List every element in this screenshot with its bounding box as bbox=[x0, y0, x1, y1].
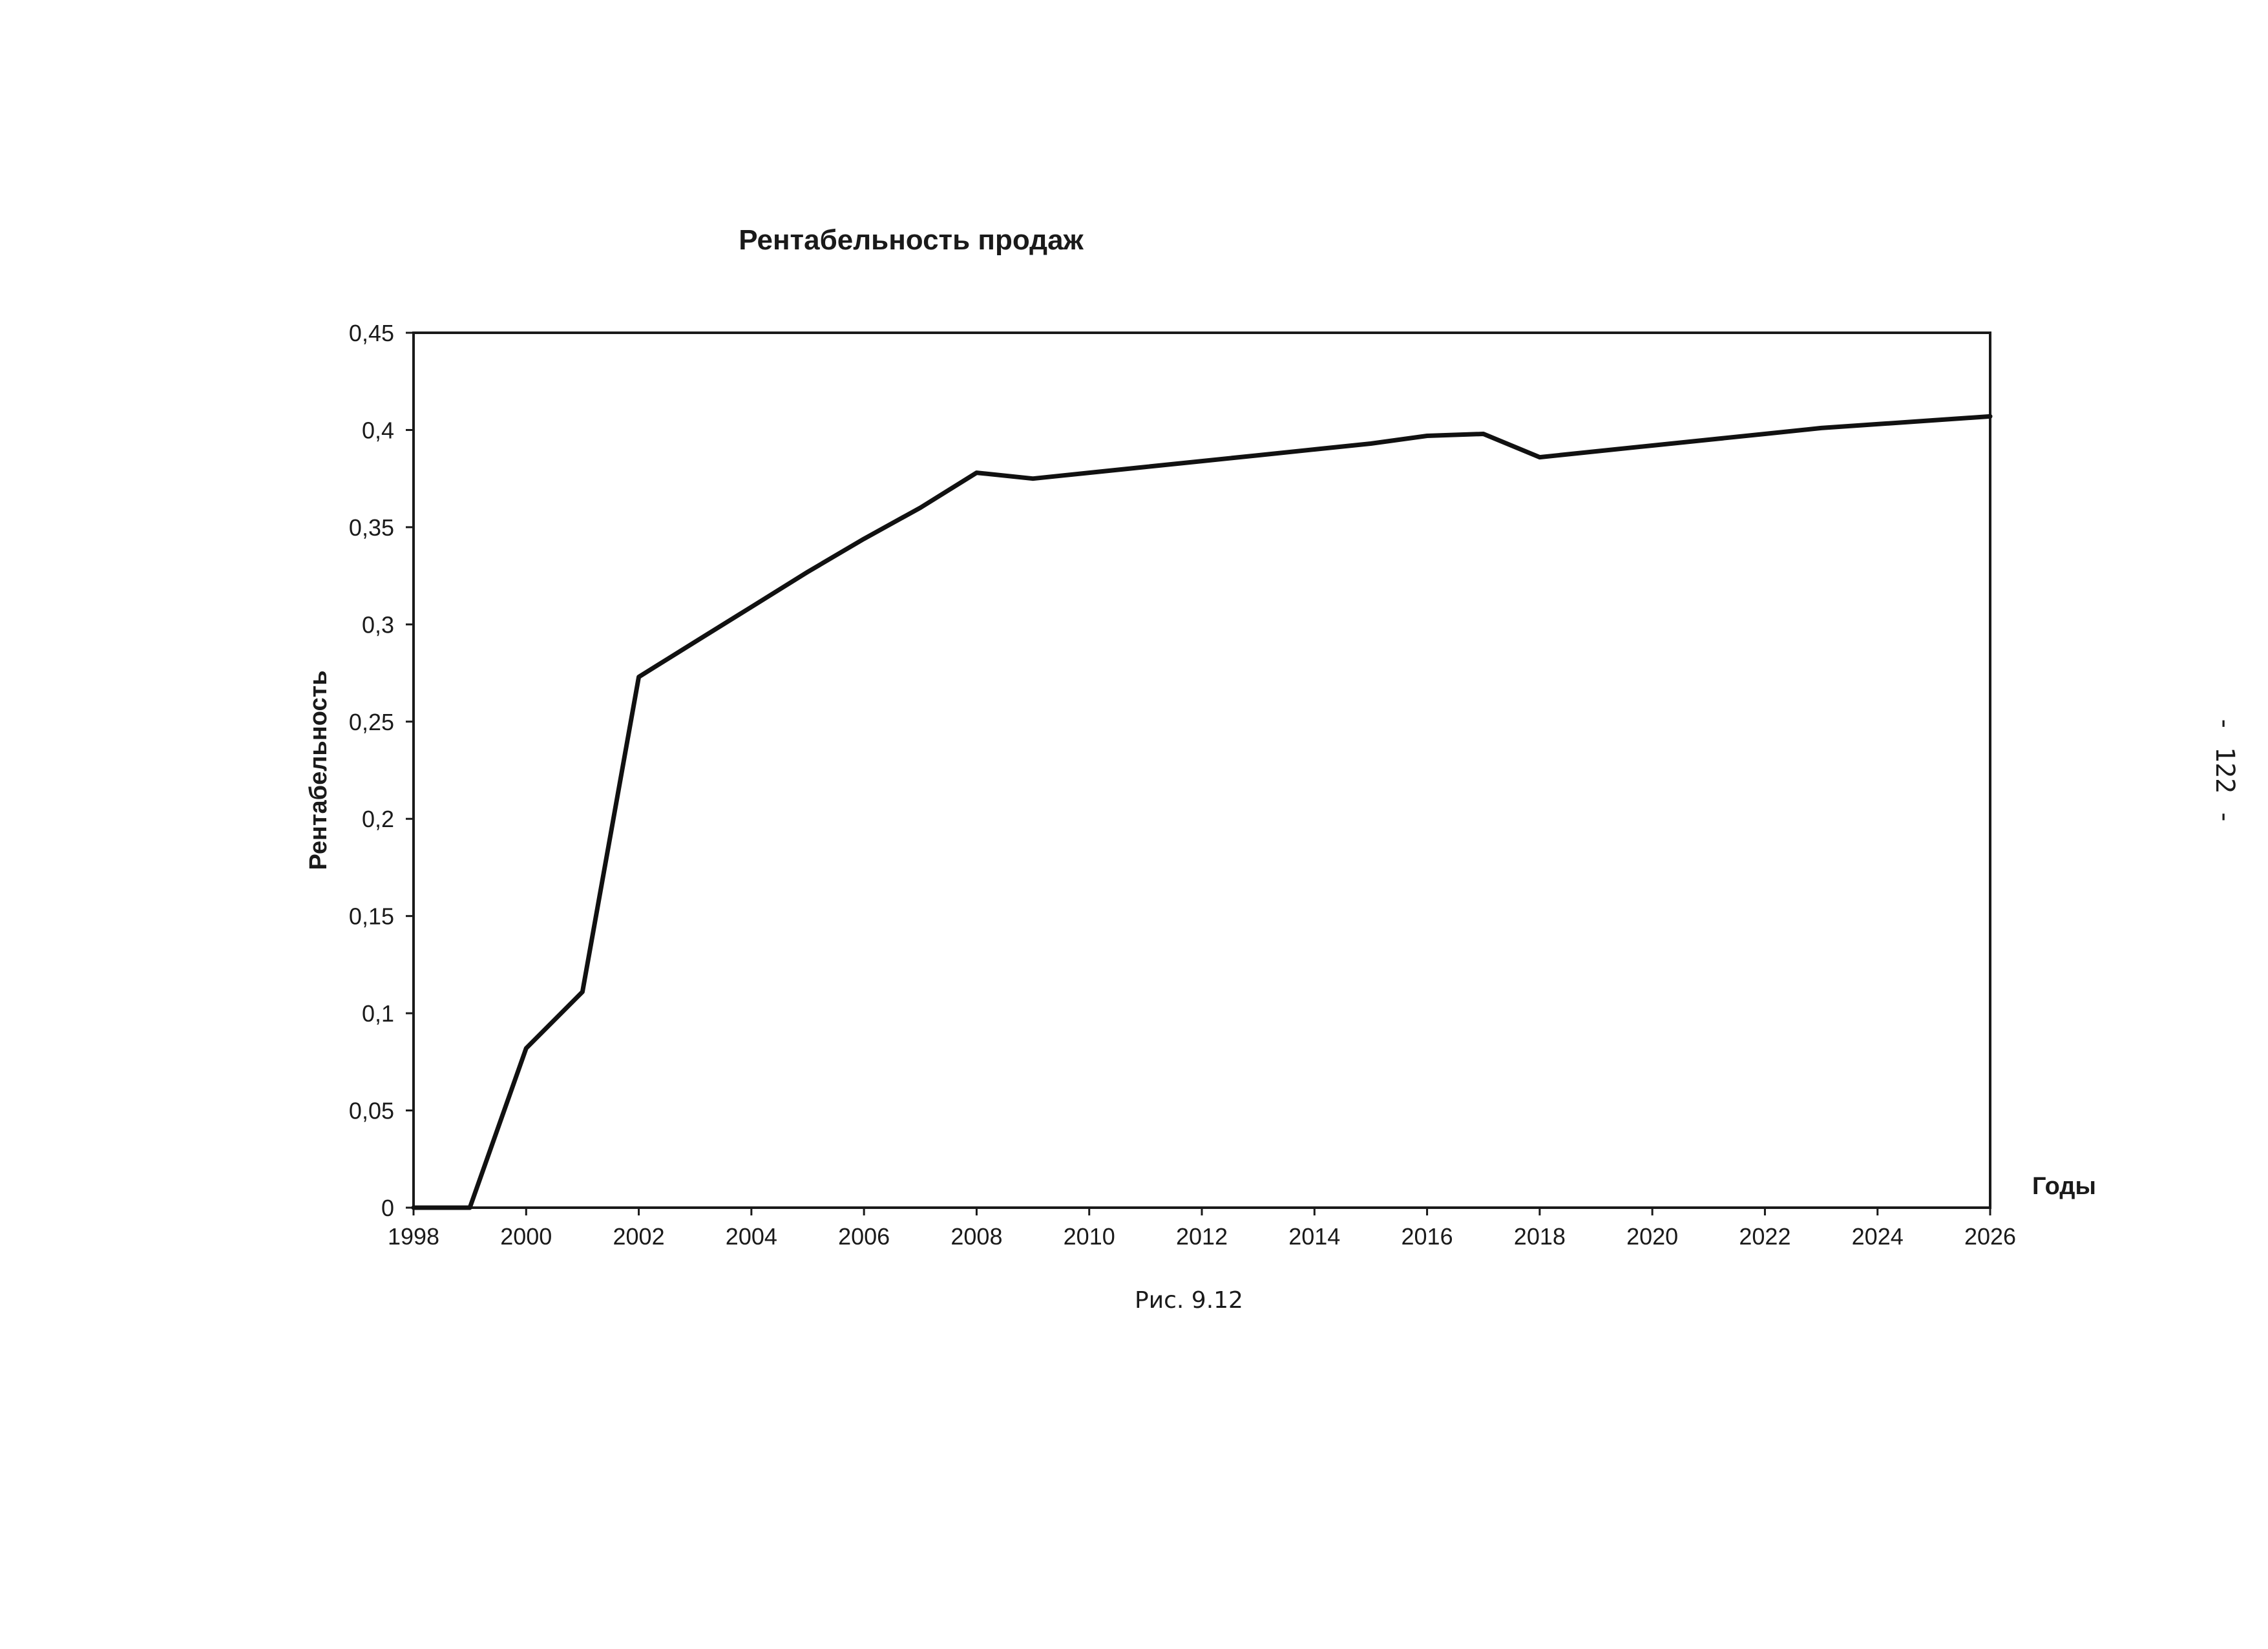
y-tick-label: 0,4 bbox=[362, 417, 394, 443]
x-tick-label: 2002 bbox=[613, 1223, 665, 1250]
x-tick-label: 2026 bbox=[1964, 1223, 2016, 1250]
y-tick-label: 0,1 bbox=[362, 1000, 394, 1027]
x-tick-label: 2008 bbox=[950, 1223, 1002, 1250]
x-tick-label: 2024 bbox=[1852, 1223, 1904, 1250]
x-tick-label: 2016 bbox=[1402, 1223, 1453, 1250]
y-axis-ticks: 0 0,05 0,1 0,15 0,2 0,25 0,3 0,35 0,4 0,45 bbox=[349, 320, 414, 1221]
x-tick-label: 2022 bbox=[1739, 1223, 1790, 1250]
y-tick-label: 0,05 bbox=[349, 1098, 394, 1124]
y-tick-label: 0,15 bbox=[349, 903, 394, 930]
x-axis-ticks: 1998 2000 2002 2004 2006 2008 2010 2012 2014 2016… bbox=[388, 1208, 2016, 1250]
plot-frame bbox=[412, 331, 1991, 1209]
page-number: - 122 - bbox=[2210, 716, 2240, 825]
x-axis-label: Годы bbox=[2032, 1173, 2096, 1200]
x-tick-label: 2004 bbox=[726, 1223, 777, 1250]
x-tick-label: 1998 bbox=[388, 1223, 439, 1250]
chart-title: Рентабельность продаж bbox=[739, 224, 1084, 256]
x-tick-label: 2012 bbox=[1176, 1223, 1228, 1250]
figure-caption: Рис. 9.12 bbox=[1135, 1287, 1243, 1314]
x-tick-label: 2010 bbox=[1064, 1223, 1115, 1250]
series-line-0 bbox=[411, 414, 1993, 1210]
x-tick-label: 2020 bbox=[1626, 1223, 1678, 1250]
y-tick-label: 0,35 bbox=[349, 514, 394, 541]
y-tick-label: 0 bbox=[381, 1195, 394, 1221]
y-tick-label: 0,45 bbox=[349, 320, 394, 346]
series-layer bbox=[411, 414, 1993, 1210]
y-tick-label: 0,2 bbox=[362, 806, 394, 832]
y-axis-label: Рентабельность bbox=[305, 670, 332, 870]
x-tick-label: 2018 bbox=[1514, 1223, 1566, 1250]
x-tick-label: 2000 bbox=[500, 1223, 552, 1250]
y-tick-label: 0,3 bbox=[362, 611, 394, 638]
x-tick-label: 2006 bbox=[838, 1223, 890, 1250]
y-tick-label: 0,25 bbox=[349, 709, 394, 735]
x-tick-label: 2014 bbox=[1288, 1223, 1340, 1250]
